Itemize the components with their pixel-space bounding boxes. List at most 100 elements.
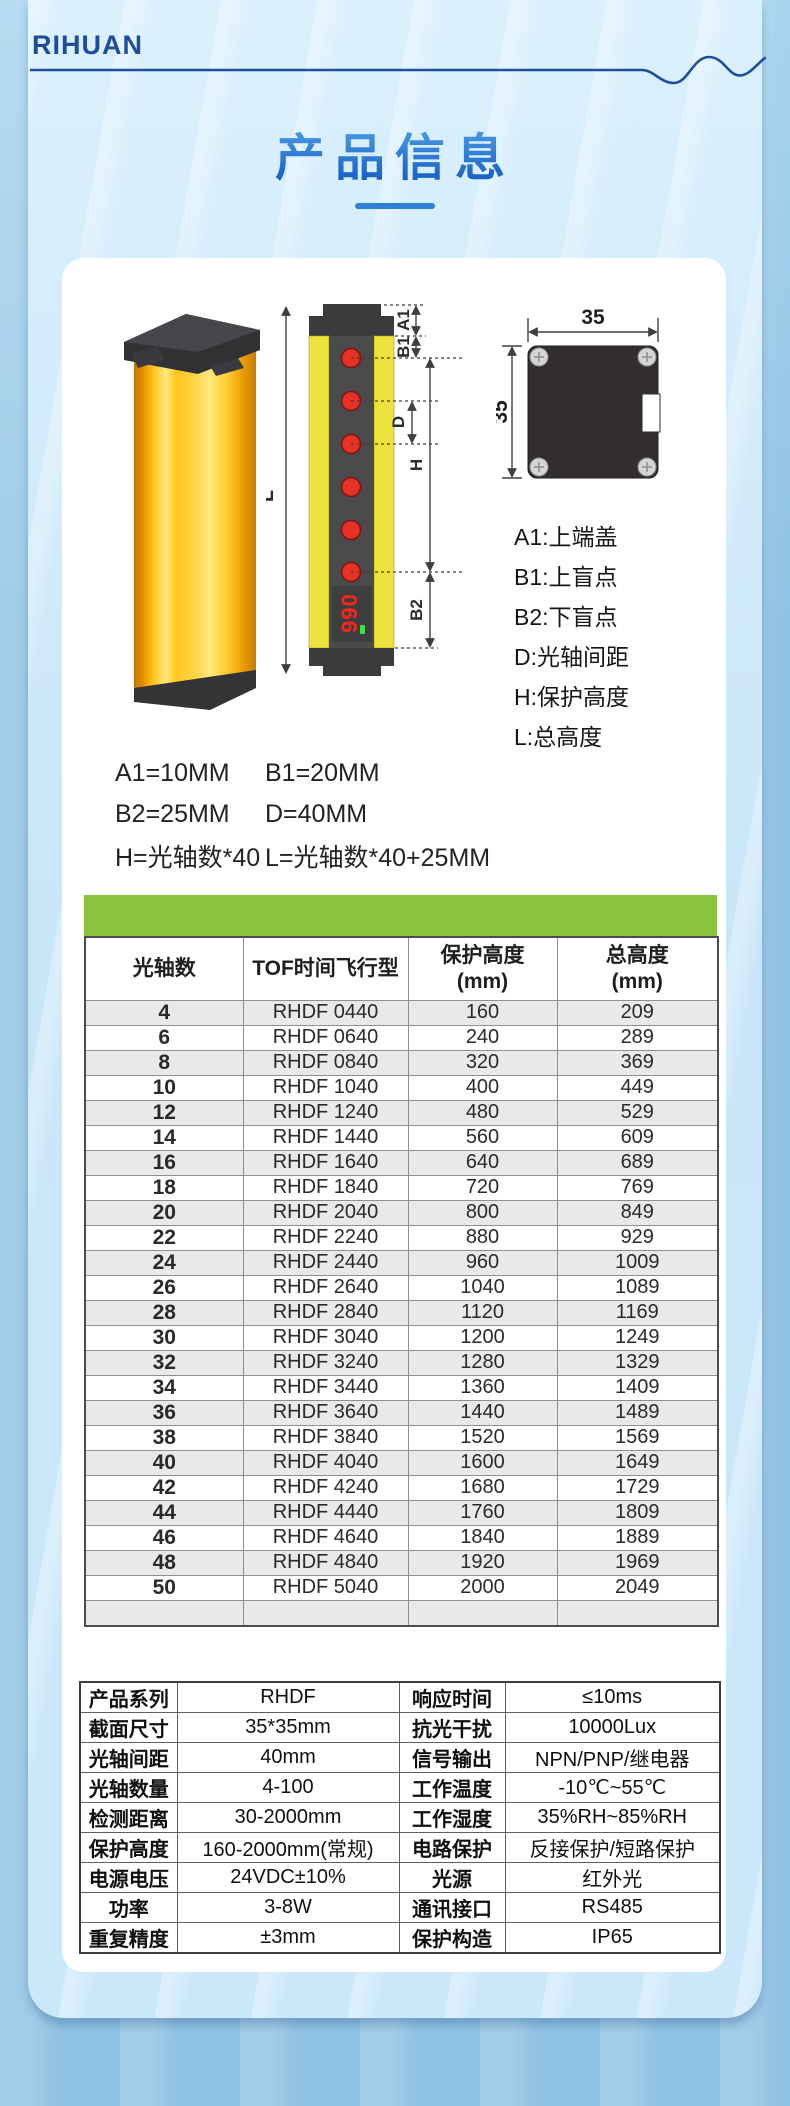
cross-section-body: [527, 345, 659, 479]
table-cell: RHDF 0440: [242, 999, 409, 1026]
table-row: 20 RHDF 2040 800 849: [84, 1199, 719, 1226]
table-cell: 34: [84, 1374, 244, 1401]
table-row: 电源电压 24VDC±10% 光源 红外光: [79, 1862, 721, 1893]
curtain-top-tab: [323, 304, 381, 317]
table-cell: 1489: [556, 1399, 719, 1426]
table-cell: 2049: [556, 1574, 719, 1601]
formula-item: L=光轴数*40+25MM: [265, 843, 491, 872]
tower-cap-ear: [210, 358, 244, 376]
light-curtain-diagram: L 990: [266, 304, 464, 676]
table-cell: 1569: [556, 1424, 719, 1451]
table-cell: 光轴间距: [79, 1742, 178, 1773]
dim-label-l: L: [266, 490, 278, 502]
table-cell: 1249: [556, 1324, 719, 1351]
table-cell: 16: [84, 1149, 244, 1176]
table-cell: RHDF 3440: [242, 1374, 409, 1401]
brand-logo: RIHUAN: [32, 30, 143, 60]
table-cell: 1329: [556, 1349, 719, 1376]
table-cell: RHDF 1640: [242, 1149, 409, 1176]
table-row: 32 RHDF 3240 1280 1329: [84, 1349, 719, 1376]
table-cell: 电路保护: [398, 1832, 506, 1863]
curtain-bottom-cap: [309, 648, 394, 666]
table-cell: 35%RH~85%RH: [504, 1802, 721, 1833]
table-cell: 8: [84, 1049, 244, 1076]
table-cell: 44: [84, 1499, 244, 1526]
table-cell: 50: [84, 1574, 244, 1601]
table-row: 42 RHDF 4240 1680 1729: [84, 1474, 719, 1501]
table-row: 40 RHDF 4040 1600 1649: [84, 1449, 719, 1476]
table-row: 4 RHDF 0440 160 209: [84, 999, 719, 1026]
table-row: 26 RHDF 2640 1040 1089: [84, 1274, 719, 1301]
table-cell: 689: [556, 1149, 719, 1176]
table-cell: -10℃~55℃: [504, 1772, 721, 1803]
table-row: 44 RHDF 4440 1760 1809: [84, 1499, 719, 1526]
table-cell: 48: [84, 1549, 244, 1576]
formula-item: D=40MM: [265, 800, 368, 828]
table-cell: RHDF 3640: [242, 1399, 409, 1426]
formula-item: H=光轴数*40: [115, 843, 261, 872]
table-cell: 720: [407, 1174, 558, 1201]
curtain-side: [308, 335, 330, 649]
tower-cap-top: [124, 314, 260, 352]
table-accent-bar: [84, 895, 717, 936]
table-cell: 1920: [407, 1549, 558, 1576]
display-value: 990: [337, 593, 362, 633]
legend-item: H:保护高度: [514, 684, 629, 710]
table-cell: ≤10ms: [504, 1681, 721, 1713]
table-row: 10 RHDF 1040 400 449: [84, 1074, 719, 1101]
table-cell: 红外光: [504, 1862, 721, 1893]
legend-item: L:总高度: [514, 724, 603, 750]
table-cell: 400: [407, 1074, 558, 1101]
table-cell: RHDF 4840: [242, 1549, 409, 1576]
table-cell: 18: [84, 1174, 244, 1201]
formula-item: B2=25MM: [115, 800, 230, 828]
table-cell: 通讯接口: [398, 1892, 506, 1923]
table-cell: 40mm: [176, 1742, 400, 1773]
table-row: 24 RHDF 2440 960 1009: [84, 1249, 719, 1276]
screw-icon: [529, 347, 657, 477]
table-cell: 609: [556, 1124, 719, 1151]
table-cell: 560: [407, 1124, 558, 1151]
table-cell: 36: [84, 1399, 244, 1426]
table-cell: 1809: [556, 1499, 719, 1526]
table-cell: 369: [556, 1049, 719, 1076]
table-cell: 1200: [407, 1324, 558, 1351]
table-row: 50 RHDF 5040 2000 2049: [84, 1574, 719, 1601]
table-cell: 800: [407, 1199, 558, 1226]
table-cell: 工作温度: [398, 1772, 506, 1803]
table-cell: RHDF 3840: [242, 1424, 409, 1451]
header-rule-wave-icon: [30, 55, 766, 85]
cross-section-diagram: 35 35: [496, 306, 661, 479]
table-cell: 10: [84, 1074, 244, 1101]
table-cell: 480: [407, 1099, 558, 1126]
table-cell: NPN/PNP/继电器: [504, 1742, 721, 1773]
table-cell: 反接保护/短路保护: [504, 1832, 721, 1863]
table-cell: 160-2000mm(常规): [176, 1832, 400, 1863]
legend-item: A1:上端盖: [514, 524, 618, 550]
table-cell: 6: [84, 1024, 244, 1051]
table-cell: 保护高度: [79, 1832, 178, 1863]
table-cell: 响应时间: [398, 1681, 506, 1713]
formula-item: A1=10MM: [115, 759, 230, 787]
table-cell: 14: [84, 1124, 244, 1151]
tower-foot: [134, 670, 256, 710]
table-cell: 截面尺寸: [79, 1712, 178, 1743]
dim-label-b2: B2: [407, 599, 426, 621]
dim-label-a1: A1: [394, 309, 413, 331]
table-cell: 32: [84, 1349, 244, 1376]
table-cell: RHDF 2440: [242, 1249, 409, 1276]
table-row: 16 RHDF 1640 640 689: [84, 1149, 719, 1176]
table-cell: 10000Lux: [504, 1712, 721, 1743]
table-cell: 26: [84, 1274, 244, 1301]
table-row: 28 RHDF 2840 1120 1169: [84, 1299, 719, 1326]
tower-body: [134, 334, 256, 708]
table-cell: RHDF 3040: [242, 1324, 409, 1351]
spec-table-wrap: 产品系列 RHDF 响应时间 ≤10ms 截面尺寸 35*35mm 抗光干扰 10000Lux…: [79, 1681, 721, 1954]
table-row: 18 RHDF 1840 720 769: [84, 1174, 719, 1201]
table-cell: 产品系列: [79, 1681, 178, 1713]
table-cell: 1009: [556, 1249, 719, 1276]
table-cell: RHDF 2240: [242, 1224, 409, 1251]
table-cell: 449: [556, 1074, 719, 1101]
table-cell: 1969: [556, 1549, 719, 1576]
tower-cap-ear: [132, 346, 164, 368]
